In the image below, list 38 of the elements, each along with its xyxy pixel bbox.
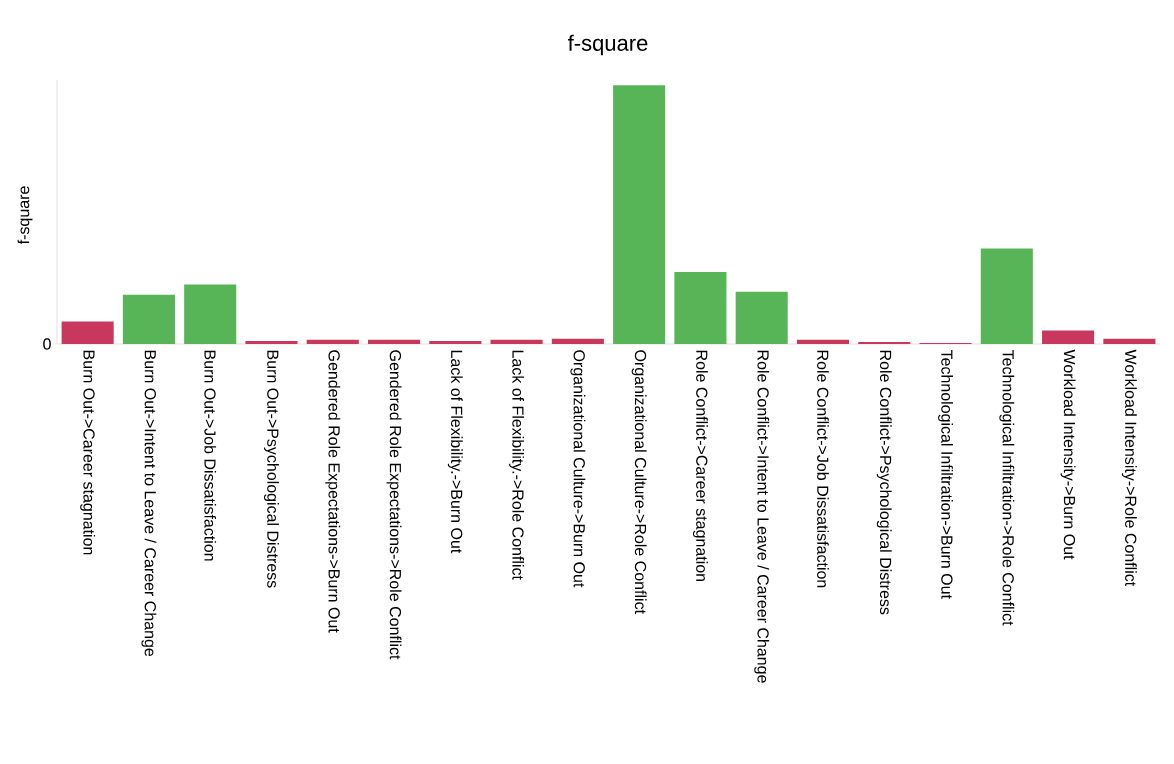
bar [61, 321, 114, 344]
y-axis-title: f-square [17, 186, 33, 245]
chart-title: f-square [567, 34, 648, 56]
x-tick-label: Gendered Role Expectations->Role Conflict [386, 350, 402, 660]
x-tick-label: Lack of Flexibility.->Burn Out [447, 350, 463, 554]
x-tick-label: Role Conflict->Job Dissatisfaction [817, 350, 829, 588]
bar [551, 338, 604, 344]
bar [184, 284, 237, 344]
bar [245, 340, 298, 344]
bar [1103, 338, 1156, 344]
bar [306, 339, 359, 344]
x-tick-label: Lack of Flexibility.->Role Conflict [509, 350, 525, 580]
text: 0 [43, 338, 51, 350]
x-tick-label: Technological Infiltration->Burn Out [938, 349, 953, 599]
bar [735, 291, 788, 344]
x-tick-label: Burn Out->Psychological Distress [264, 350, 279, 588]
bar [122, 294, 175, 344]
bar [429, 340, 482, 344]
bar [1042, 330, 1095, 344]
x-tick-label: Technological Infiltration->Role Conflict [999, 349, 1015, 626]
x-tick-label: Role Conflict->Psychological Distress [876, 350, 892, 615]
bar [613, 85, 666, 344]
x-tick-label: Gendered Role Expectations->Burn Out [325, 350, 341, 633]
bar [980, 248, 1033, 344]
bar [796, 339, 850, 344]
x-tick-label: Workload Intensity->Burn Out [1060, 349, 1076, 560]
bar [674, 272, 727, 344]
x-tick-label: Workload Intensity->Role Conflict [1121, 349, 1137, 587]
bar [490, 339, 543, 344]
x-tick-label: Organizational Culture->Role Conflict [631, 350, 647, 614]
x-tick-label: Burn Out->Job Dissatisfaction [204, 350, 217, 561]
x-tick-label: Role Conflict->Intent to Leave / Career Change [754, 350, 770, 683]
x-tick-label: Role Conflict->Career stagnation [692, 350, 708, 582]
x-tick-label: Organizational Culture->Burn Out [570, 350, 586, 588]
bar [858, 341, 911, 344]
x-tick-label: Burn Out->Intent to Leave / Career Change [141, 350, 157, 657]
bar [367, 339, 421, 344]
x-tick-label: Burn Out->Career stagnation [80, 350, 96, 555]
